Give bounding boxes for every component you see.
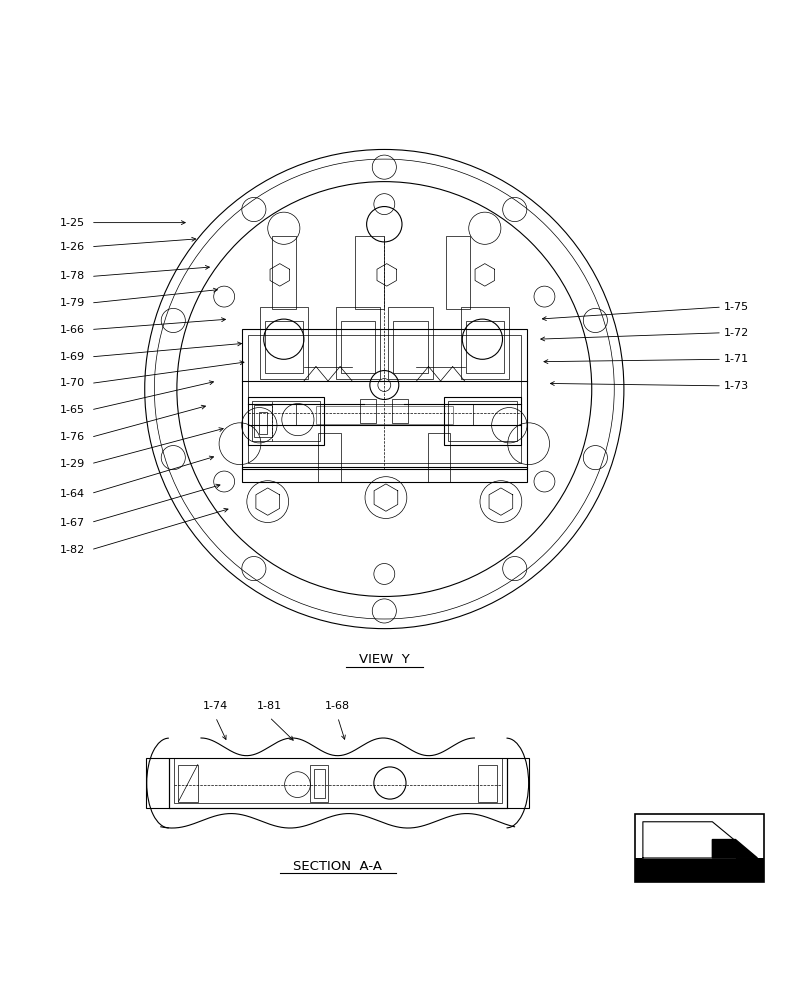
Text: 1-72: 1-72 xyxy=(723,328,748,338)
Bar xyxy=(392,399,408,423)
Bar xyxy=(259,412,267,434)
Bar xyxy=(264,321,303,373)
Text: 1-70: 1-70 xyxy=(60,378,85,388)
Bar xyxy=(465,321,503,373)
Text: 1-78: 1-78 xyxy=(60,271,85,281)
Bar xyxy=(448,401,516,441)
Bar xyxy=(336,307,380,379)
Text: 1-64: 1-64 xyxy=(60,489,85,499)
Bar xyxy=(241,467,527,482)
Bar xyxy=(271,236,296,309)
Text: 1-67: 1-67 xyxy=(60,518,85,528)
Bar xyxy=(310,765,328,802)
Bar xyxy=(393,321,427,373)
Text: 1-26: 1-26 xyxy=(60,242,85,252)
Bar xyxy=(146,758,169,808)
Text: 1-71: 1-71 xyxy=(723,354,748,364)
Bar xyxy=(634,858,763,882)
Text: 1-82: 1-82 xyxy=(60,545,85,555)
Bar xyxy=(313,769,324,798)
Text: 1-66: 1-66 xyxy=(60,325,85,335)
Text: VIEW  Y: VIEW Y xyxy=(358,653,410,666)
Bar xyxy=(296,404,472,425)
Bar xyxy=(355,236,384,309)
Bar xyxy=(241,329,527,469)
Bar xyxy=(318,433,340,482)
Bar xyxy=(178,765,198,802)
Bar xyxy=(259,307,308,379)
Text: 1-79: 1-79 xyxy=(60,298,85,308)
Text: 1-75: 1-75 xyxy=(723,302,748,312)
Text: 1-76: 1-76 xyxy=(60,432,85,442)
Bar xyxy=(340,321,375,373)
Text: SECTION  A-A: SECTION A-A xyxy=(293,860,381,873)
Bar xyxy=(254,405,271,437)
Bar xyxy=(446,236,470,309)
Polygon shape xyxy=(711,840,756,858)
Bar xyxy=(388,307,432,379)
Bar xyxy=(360,399,376,423)
Polygon shape xyxy=(642,822,735,858)
Text: 1-68: 1-68 xyxy=(324,701,350,711)
Text: 1-29: 1-29 xyxy=(60,459,85,469)
Bar xyxy=(477,765,496,802)
Text: 1-25: 1-25 xyxy=(60,218,85,228)
Bar xyxy=(460,307,508,379)
Bar xyxy=(247,397,324,445)
Text: 1-74: 1-74 xyxy=(202,701,228,711)
Bar xyxy=(173,758,501,803)
Bar xyxy=(634,814,763,882)
Text: 1-65: 1-65 xyxy=(60,405,85,415)
Bar xyxy=(427,433,450,482)
Bar xyxy=(506,758,528,808)
Text: 1-81: 1-81 xyxy=(256,701,282,711)
Bar xyxy=(316,406,452,424)
Bar xyxy=(252,401,320,441)
Bar xyxy=(169,758,506,808)
Bar xyxy=(443,397,520,445)
Text: 1-69: 1-69 xyxy=(60,352,85,362)
Bar xyxy=(247,335,520,463)
Text: 1-73: 1-73 xyxy=(723,381,748,391)
